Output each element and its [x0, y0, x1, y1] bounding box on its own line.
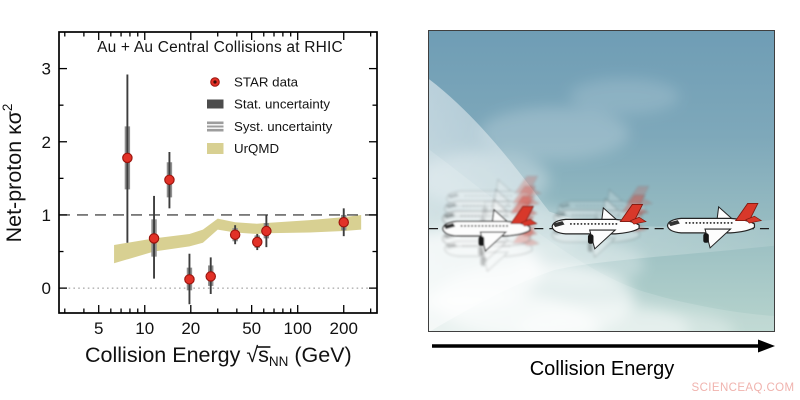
x-tick-label: 20 [181, 319, 200, 338]
y-tick-label: 2 [42, 133, 51, 152]
legend-label: STAR data [234, 75, 299, 90]
data-marker [205, 271, 216, 282]
data-marker [122, 152, 133, 164]
data-point-39 [229, 225, 241, 245]
cloud [594, 309, 735, 331]
airplane-illustration-canvas [429, 78, 774, 331]
chart-title: Au + Au Central Collisions at RHIC [97, 39, 343, 56]
legend: STAR data Stat. uncertainty Syst. uncertai… [207, 75, 333, 156]
data-point-62.4 [261, 214, 272, 248]
legend-item: Syst. uncertainty [207, 119, 333, 134]
y-axis-label: Net-proton κσ2 [0, 104, 26, 243]
plot-frame [58, 31, 378, 314]
cloud [479, 107, 630, 160]
data-marker [164, 174, 175, 186]
data-marker [148, 233, 160, 244]
data-marker [184, 274, 195, 285]
stat-uncertainty-swatch [207, 99, 224, 109]
data-point-200 [338, 208, 349, 237]
data-marker [338, 217, 349, 228]
data-point-27 [205, 257, 216, 294]
arrow-head-icon [758, 339, 775, 353]
urqmd-swatch [207, 143, 224, 154]
data-marker [261, 225, 272, 237]
axis-ticks [59, 32, 377, 313]
legend-label: Stat. uncertainty [234, 97, 330, 112]
airplane-illustration [428, 30, 775, 332]
illustration-caption: Collision Energy [529, 358, 675, 380]
y-tick-label: 0 [42, 279, 51, 298]
x-tick-label: 200 [330, 319, 358, 338]
y-tick-label: 1 [42, 206, 51, 225]
star-data-series [122, 74, 349, 305]
legend-item: UrQMD [207, 141, 279, 156]
x-axis-label: Collision Energy √sNN (GeV) [85, 343, 352, 369]
data-point-14.5 [164, 152, 175, 209]
data-marker [229, 229, 241, 240]
net-proton-kurtosis-chart: 5 10 20 50 100 200 0 1 2 3 Au + Au Central Collisi… [0, 31, 378, 369]
watermark: SCIENCEAQ.COM [691, 382, 795, 394]
x-tick-label: 10 [135, 319, 154, 338]
x-tick-label: 50 [242, 319, 261, 338]
urqmd-band [114, 214, 362, 264]
data-point-11.5 [148, 195, 160, 279]
legend-item: Stat. uncertainty [207, 97, 330, 112]
x-tick-label: 100 [284, 319, 312, 338]
data-point-19.6 [184, 253, 195, 305]
cloud [569, 78, 680, 115]
data-point-7.7 [122, 74, 133, 243]
x-tick-label: 5 [94, 319, 103, 338]
collision-energy-arrow [432, 339, 775, 353]
syst-uncertainty-swatch [207, 121, 224, 132]
data-marker [252, 236, 263, 248]
data-point-54.4 [252, 233, 263, 251]
legend-label: UrQMD [234, 141, 279, 156]
legend-item: STAR data [210, 75, 299, 90]
y-tick-label: 3 [42, 60, 51, 79]
legend-label: Syst. uncertainty [234, 119, 333, 134]
